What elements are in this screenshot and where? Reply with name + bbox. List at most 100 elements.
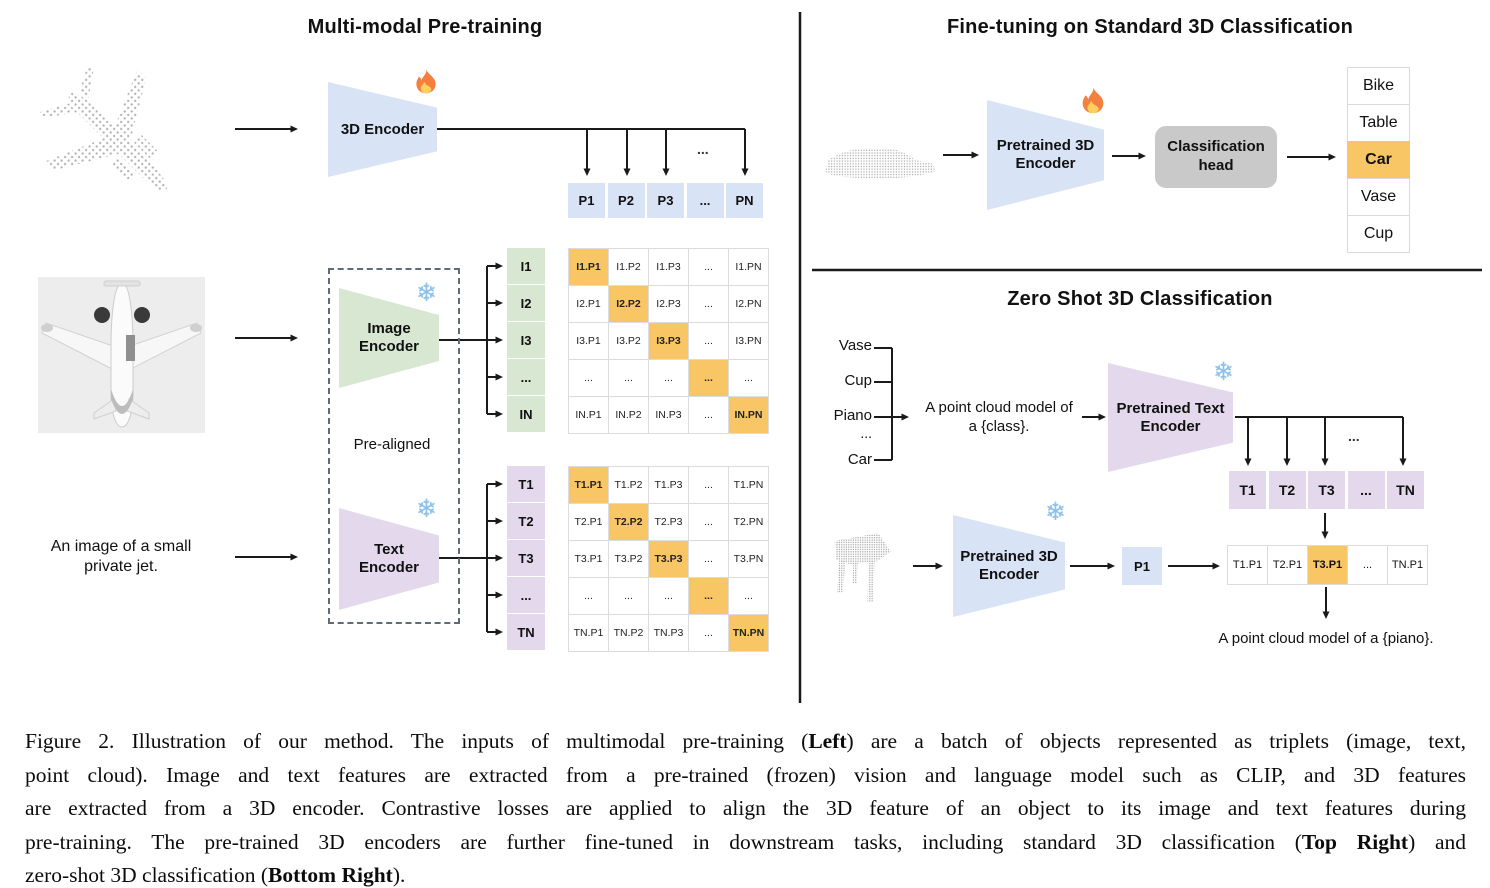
t-label-cell: T1 bbox=[507, 466, 545, 502]
matrix-cell: T1.PN bbox=[729, 467, 768, 503]
p-row-ellipsis: ... bbox=[697, 141, 709, 157]
matrix-cell: ... bbox=[569, 360, 608, 396]
similarity-cell: T1.P1 bbox=[1228, 546, 1267, 584]
matrix-cell: T2.P2 bbox=[609, 504, 648, 540]
t-label-cell: ... bbox=[507, 577, 545, 613]
matrix-cell: I2.PN bbox=[729, 286, 768, 322]
matrix-cell: T1.P1 bbox=[569, 467, 608, 503]
candidate-class: Cup bbox=[844, 372, 872, 389]
piano-point-cloud bbox=[834, 533, 891, 602]
matrix-cell: ... bbox=[689, 249, 728, 285]
matrix-cell: ... bbox=[729, 578, 768, 614]
encoder-3d-label: 3D Encoder bbox=[340, 120, 425, 138]
candidate-class: Car bbox=[847, 451, 872, 468]
matrix-cell: T2.PN bbox=[729, 504, 768, 540]
matrix-cell: IN.P3 bbox=[649, 397, 688, 433]
matrix-cell: ... bbox=[609, 578, 648, 614]
matrix-cell: ... bbox=[689, 323, 728, 359]
finetune-title: Fine-tuning on Standard 3D Classificatio… bbox=[946, 16, 1353, 38]
matrix-cell: ... bbox=[689, 286, 728, 322]
matrix-cell: TN.P3 bbox=[649, 615, 688, 651]
matrix-cell: I3.P2 bbox=[609, 323, 648, 359]
t-cell: T3 bbox=[1308, 471, 1345, 509]
pretrained-3d-encoder-zeroshot-label: Pretrained 3D Encoder bbox=[960, 548, 1058, 583]
matrix-cell: TN.P2 bbox=[609, 615, 648, 651]
matrix-cell: I2.P2 bbox=[609, 286, 648, 322]
text-feature-column: T1 T2 T3... TN bbox=[507, 466, 545, 650]
matrix-cell: ... bbox=[689, 360, 728, 396]
t-cell: T2 bbox=[1268, 471, 1306, 509]
matrix-cell: T1.P3 bbox=[649, 467, 688, 503]
class-cell: Bike bbox=[1347, 67, 1410, 105]
matrix-cell: ... bbox=[689, 578, 728, 614]
p-cell: ... bbox=[686, 183, 724, 218]
matrix-cell: T3.P2 bbox=[609, 541, 648, 577]
t-cell: ... bbox=[1347, 471, 1385, 509]
classification-head: Classification head bbox=[1155, 126, 1277, 188]
encoder-3d: 3D Encoder bbox=[328, 82, 437, 177]
matrix-cell: ... bbox=[689, 397, 728, 433]
class-cell: Vase bbox=[1347, 178, 1410, 216]
matrix-cell: I3.P1 bbox=[569, 323, 608, 359]
matrix-cell: TN.P1 bbox=[569, 615, 608, 651]
airplane-point-cloud bbox=[39, 63, 167, 191]
i-label-cell: I3 bbox=[507, 322, 545, 358]
zeroshot-result-text: A point cloud model of a {piano}. bbox=[1218, 630, 1434, 647]
p-cell: P2 bbox=[607, 183, 645, 218]
similarity-cell: T3.P1 bbox=[1308, 546, 1347, 584]
matrix-cell: I1.P1 bbox=[569, 249, 608, 285]
matrix-cell: I2.P1 bbox=[569, 286, 608, 322]
caption-line: point cloud). Image and text features ar… bbox=[25, 762, 1466, 787]
matrix-cell: I2.P3 bbox=[649, 286, 688, 322]
caption-line: Figure 2. Illustration of our method. Th… bbox=[25, 729, 1467, 753]
i-label-cell: ... bbox=[507, 359, 545, 395]
classification-head-label: Classification head bbox=[1167, 138, 1265, 174]
snowflake-icon: ❄ bbox=[1045, 498, 1066, 526]
i-label-cell: I2 bbox=[507, 285, 545, 321]
matrix-cell: I3.PN bbox=[729, 323, 768, 359]
matrix-cell: ... bbox=[729, 360, 768, 396]
candidate-class: ... bbox=[860, 425, 872, 441]
candidate-class: Piano bbox=[833, 407, 872, 424]
caption-line: are extracted from a 3D encoder. Contras… bbox=[25, 796, 1466, 821]
i-label-cell: IN bbox=[507, 396, 545, 432]
image-encoder-label: Image Encoder bbox=[358, 320, 419, 355]
jet-text-caption: An image of a small private jet. bbox=[50, 538, 192, 575]
t-label-cell: T2 bbox=[507, 503, 545, 539]
pretrained-3d-encoder-zeroshot: Pretrained 3D Encoder bbox=[953, 515, 1065, 617]
zeroshot-similarity-row: T1.P1 T2.P1 T3.P1... TN.P1 bbox=[1227, 545, 1428, 585]
t-label-cell: T3 bbox=[507, 540, 545, 576]
matrix-cell: T3.P1 bbox=[569, 541, 608, 577]
matrix-cell: TN.PN bbox=[729, 615, 768, 651]
matrix-cell: T1.P2 bbox=[609, 467, 648, 503]
matrix-cell: I1.PN bbox=[729, 249, 768, 285]
matrix-cell: T2.P3 bbox=[649, 504, 688, 540]
matrix-cell: I1.P2 bbox=[609, 249, 648, 285]
similarity-cell: ... bbox=[1348, 546, 1387, 584]
matrix-cell: ... bbox=[689, 541, 728, 577]
text-point-similarity-matrix: T1.P1 T1.P2 T1.P3... T1.PN T2.P1 T2.P2 T2.P3..… bbox=[568, 466, 769, 652]
class-prediction-list: Bike Table Car Vase Cup bbox=[1347, 67, 1410, 253]
prealigned-dashed-box bbox=[328, 268, 460, 624]
pretrained-3d-encoder-finetune-label: Pretrained 3D Encoder bbox=[996, 137, 1095, 172]
image-feature-column: I1 I2 I3... IN bbox=[507, 248, 545, 432]
matrix-cell: I1.P3 bbox=[649, 249, 688, 285]
matrix-cell: IN.P1 bbox=[569, 397, 608, 433]
matrix-cell: IN.P2 bbox=[609, 397, 648, 433]
matrix-cell: ... bbox=[689, 615, 728, 651]
pretrained-text-encoder-label: Pretrained Text Encoder bbox=[1116, 399, 1225, 435]
zeroshot-text-feature-row: T1 T2 T3... TN bbox=[1229, 471, 1424, 509]
t-cell: T1 bbox=[1229, 471, 1266, 509]
class-cell: Table bbox=[1347, 104, 1410, 142]
p-cell: P3 bbox=[647, 183, 684, 218]
matrix-cell: T3.P3 bbox=[649, 541, 688, 577]
snowflake-icon: ❄ bbox=[1213, 358, 1234, 386]
matrix-cell: T2.P1 bbox=[569, 504, 608, 540]
candidate-class: Vase bbox=[838, 337, 872, 354]
pretraining-title: Multi-modal Pre-training bbox=[307, 16, 543, 38]
similarity-cell: T2.P1 bbox=[1268, 546, 1307, 584]
prealigned-label: Pre-aligned bbox=[353, 436, 431, 453]
matrix-cell: ... bbox=[569, 578, 608, 614]
class-cell: Cup bbox=[1347, 215, 1410, 253]
